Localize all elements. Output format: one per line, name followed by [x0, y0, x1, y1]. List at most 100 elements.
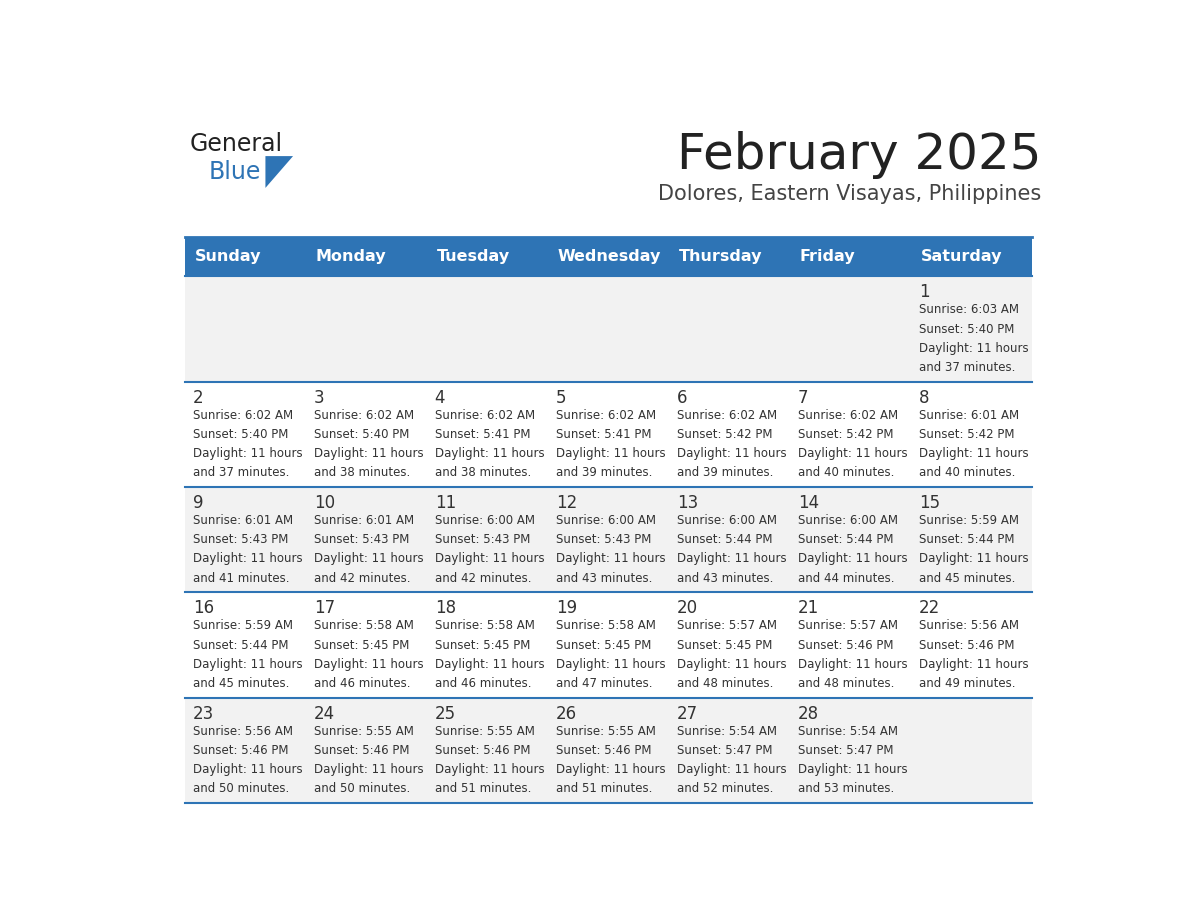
Text: Sunset: 5:47 PM: Sunset: 5:47 PM	[677, 744, 772, 756]
Text: Sunset: 5:42 PM: Sunset: 5:42 PM	[677, 428, 772, 441]
Bar	[185, 698, 307, 803]
Text: Daylight: 11 hours: Daylight: 11 hours	[918, 447, 1029, 460]
Text: and 38 minutes.: and 38 minutes.	[435, 466, 531, 479]
Bar	[549, 382, 669, 487]
Text: 26: 26	[556, 705, 577, 722]
Text: Sunrise: 5:59 AM: Sunrise: 5:59 AM	[918, 514, 1019, 527]
Text: Daylight: 11 hours: Daylight: 11 hours	[556, 763, 665, 776]
Text: Friday: Friday	[800, 250, 855, 264]
Bar	[307, 276, 428, 382]
Text: 25: 25	[435, 705, 456, 722]
Text: Sunrise: 6:03 AM: Sunrise: 6:03 AM	[918, 304, 1019, 317]
Text: Sunset: 5:42 PM: Sunset: 5:42 PM	[797, 428, 893, 441]
Text: Daylight: 11 hours: Daylight: 11 hours	[192, 763, 302, 776]
Text: and 51 minutes.: and 51 minutes.	[435, 782, 531, 795]
Text: Sunset: 5:40 PM: Sunset: 5:40 PM	[918, 322, 1015, 336]
Bar	[428, 487, 549, 592]
Text: Wednesday: Wednesday	[557, 250, 661, 264]
Polygon shape	[265, 156, 293, 188]
Text: Sunrise: 5:54 AM: Sunrise: 5:54 AM	[797, 724, 898, 738]
Text: Daylight: 11 hours: Daylight: 11 hours	[677, 447, 786, 460]
Text: Daylight: 11 hours: Daylight: 11 hours	[556, 553, 665, 565]
Text: and 48 minutes.: and 48 minutes.	[677, 677, 773, 689]
Text: 17: 17	[314, 599, 335, 617]
Text: 7: 7	[797, 388, 808, 407]
Text: Sunset: 5:43 PM: Sunset: 5:43 PM	[556, 533, 651, 546]
Text: and 44 minutes.: and 44 minutes.	[797, 572, 895, 585]
Text: and 37 minutes.: and 37 minutes.	[192, 466, 289, 479]
Text: and 41 minutes.: and 41 minutes.	[192, 572, 289, 585]
Text: Daylight: 11 hours: Daylight: 11 hours	[918, 341, 1029, 354]
Text: 28: 28	[797, 705, 819, 722]
Text: Sunrise: 5:57 AM: Sunrise: 5:57 AM	[677, 620, 777, 633]
Text: Sunset: 5:46 PM: Sunset: 5:46 PM	[314, 744, 409, 756]
Text: Sunrise: 5:56 AM: Sunrise: 5:56 AM	[918, 620, 1019, 633]
Text: and 50 minutes.: and 50 minutes.	[192, 782, 289, 795]
Bar	[911, 698, 1032, 803]
Text: Sunrise: 5:56 AM: Sunrise: 5:56 AM	[192, 724, 292, 738]
Text: 5: 5	[556, 388, 567, 407]
Text: Sunrise: 6:02 AM: Sunrise: 6:02 AM	[435, 409, 535, 421]
Bar	[790, 592, 911, 698]
Text: and 51 minutes.: and 51 minutes.	[556, 782, 652, 795]
Text: Sunrise: 5:58 AM: Sunrise: 5:58 AM	[314, 620, 413, 633]
Bar	[669, 382, 790, 487]
Text: Sunset: 5:43 PM: Sunset: 5:43 PM	[192, 533, 287, 546]
Text: and 49 minutes.: and 49 minutes.	[918, 677, 1016, 689]
Bar	[911, 382, 1032, 487]
Bar	[185, 276, 307, 382]
Text: Daylight: 11 hours: Daylight: 11 hours	[677, 763, 786, 776]
Text: Sunset: 5:43 PM: Sunset: 5:43 PM	[314, 533, 409, 546]
Text: Daylight: 11 hours: Daylight: 11 hours	[797, 553, 908, 565]
Text: Daylight: 11 hours: Daylight: 11 hours	[314, 763, 423, 776]
Text: 6: 6	[677, 388, 687, 407]
Text: and 53 minutes.: and 53 minutes.	[797, 782, 895, 795]
Bar	[307, 592, 428, 698]
Text: Sunrise: 6:02 AM: Sunrise: 6:02 AM	[556, 409, 656, 421]
Bar	[669, 698, 790, 803]
Text: Sunset: 5:41 PM: Sunset: 5:41 PM	[556, 428, 651, 441]
Text: Sunrise: 6:02 AM: Sunrise: 6:02 AM	[797, 409, 898, 421]
Bar	[669, 487, 790, 592]
Text: 19: 19	[556, 599, 577, 617]
Text: Sunrise: 6:00 AM: Sunrise: 6:00 AM	[797, 514, 898, 527]
Text: 8: 8	[918, 388, 929, 407]
Bar	[911, 276, 1032, 382]
Text: and 40 minutes.: and 40 minutes.	[918, 466, 1015, 479]
Text: Sunset: 5:42 PM: Sunset: 5:42 PM	[918, 428, 1015, 441]
Text: and 43 minutes.: and 43 minutes.	[556, 572, 652, 585]
Bar	[790, 276, 911, 382]
Bar	[790, 382, 911, 487]
Text: 1: 1	[918, 284, 929, 301]
Bar	[185, 487, 307, 592]
Text: 21: 21	[797, 599, 819, 617]
Text: and 46 minutes.: and 46 minutes.	[314, 677, 410, 689]
Text: Daylight: 11 hours: Daylight: 11 hours	[314, 657, 423, 671]
Text: Daylight: 11 hours: Daylight: 11 hours	[677, 553, 786, 565]
Bar	[307, 698, 428, 803]
Text: Daylight: 11 hours: Daylight: 11 hours	[435, 657, 544, 671]
Bar	[428, 592, 549, 698]
Text: Sunset: 5:44 PM: Sunset: 5:44 PM	[918, 533, 1015, 546]
Text: Sunrise: 5:57 AM: Sunrise: 5:57 AM	[797, 620, 898, 633]
Text: and 50 minutes.: and 50 minutes.	[314, 782, 410, 795]
Text: and 45 minutes.: and 45 minutes.	[918, 572, 1015, 585]
Text: Daylight: 11 hours: Daylight: 11 hours	[918, 657, 1029, 671]
Text: 18: 18	[435, 599, 456, 617]
Bar	[669, 592, 790, 698]
Text: Monday: Monday	[316, 250, 386, 264]
Text: Dolores, Eastern Visayas, Philippines: Dolores, Eastern Visayas, Philippines	[658, 185, 1042, 205]
Text: Daylight: 11 hours: Daylight: 11 hours	[677, 657, 786, 671]
Text: Daylight: 11 hours: Daylight: 11 hours	[556, 447, 665, 460]
Text: Sunrise: 6:00 AM: Sunrise: 6:00 AM	[435, 514, 535, 527]
Text: Thursday: Thursday	[678, 250, 762, 264]
Text: 3: 3	[314, 388, 324, 407]
Text: 9: 9	[192, 494, 203, 512]
Text: Daylight: 11 hours: Daylight: 11 hours	[192, 657, 302, 671]
Text: Sunrise: 6:01 AM: Sunrise: 6:01 AM	[192, 514, 292, 527]
Text: 27: 27	[677, 705, 697, 722]
Text: and 45 minutes.: and 45 minutes.	[192, 677, 289, 689]
Text: Daylight: 11 hours: Daylight: 11 hours	[797, 763, 908, 776]
Text: Sunrise: 5:55 AM: Sunrise: 5:55 AM	[314, 724, 413, 738]
Text: and 40 minutes.: and 40 minutes.	[797, 466, 895, 479]
